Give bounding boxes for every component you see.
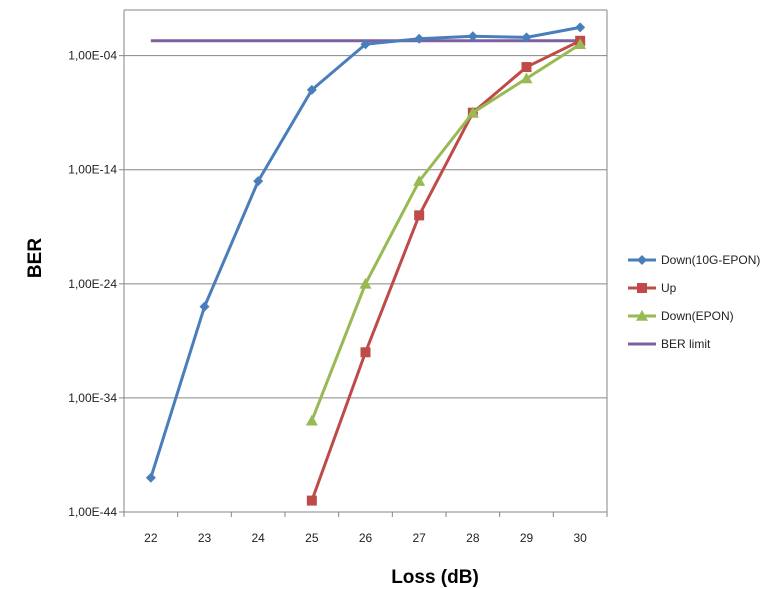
data-point-up	[414, 210, 425, 221]
data-point-down-epon	[413, 175, 426, 186]
series-down-epon	[305, 38, 587, 426]
data-point-down-10g-epon	[521, 32, 532, 43]
data-point-down-10g-epon	[467, 31, 478, 42]
data-point-down-epon	[466, 106, 479, 118]
legend-marker	[636, 310, 648, 321]
legend-label: Up	[661, 281, 677, 295]
legend-item-down-epon: Down(EPON)	[628, 309, 734, 323]
series-layer	[145, 22, 587, 506]
legend: Down(10G-EPON) Up Down(EPON) BER limit	[628, 253, 760, 351]
x-tick-label: 25	[305, 531, 319, 545]
x-tick-labels: 22 23 24 25 26 27 28 29 30	[123, 512, 608, 545]
y-tick-label: 1,00E-24	[68, 277, 117, 291]
data-point-down-epon	[574, 38, 587, 50]
x-tick-label: 23	[198, 531, 212, 545]
plot-area	[123, 9, 608, 513]
data-point-up	[360, 347, 371, 358]
data-point-up	[521, 62, 532, 73]
legend-marker	[637, 255, 647, 265]
data-point-down-10g-epon	[145, 472, 156, 483]
x-tick-label: 29	[520, 531, 534, 545]
y-axis-title: BER	[25, 238, 46, 278]
series-line-down-10g-epon	[149, 25, 581, 479]
data-point-down-10g-epon	[253, 176, 264, 187]
data-point-down-10g-epon	[306, 84, 317, 95]
y-tick-label: 1,00E-34	[68, 391, 117, 405]
x-tick-label: 30	[573, 531, 587, 545]
legend-item-up: Up	[628, 281, 677, 295]
legend-item-down-10g-epon: Down(10G-EPON)	[628, 253, 760, 267]
x-tick-label: 24	[251, 531, 265, 545]
data-point-up	[306, 495, 317, 506]
series-line-up	[310, 39, 581, 502]
x-tick-label: 28	[466, 531, 480, 545]
data-point-down-epon	[520, 72, 533, 84]
data-point-down-10g-epon	[199, 301, 210, 312]
series-up	[306, 35, 586, 506]
legend-label: BER limit	[661, 337, 711, 351]
legend-marker	[637, 283, 647, 293]
series-down-10g-epon	[145, 22, 586, 483]
y-tick-label: 1,00E-14	[68, 163, 117, 177]
x-tick-label: 22	[144, 531, 158, 545]
legend-label: Down(EPON)	[661, 309, 734, 323]
data-point-down-epon	[305, 414, 318, 426]
legend-item-ber-limit: BER limit	[628, 337, 711, 351]
data-point-down-10g-epon	[575, 22, 586, 33]
y-tick-label: 1,00E-04	[68, 49, 117, 63]
y-tick-label: 1,00E-44	[68, 505, 117, 519]
series-line-down-epon	[310, 42, 581, 422]
y-tick-labels: 1,00E-04 1,00E-14 1,00E-24 1,00E-34 1,00E-44	[68, 49, 124, 519]
x-axis-title: Loss (dB)	[391, 567, 479, 588]
x-tick-label: 27	[412, 531, 426, 545]
data-point-down-10g-epon	[414, 33, 425, 44]
x-tick-label: 26	[359, 531, 373, 545]
legend-label: Down(10G-EPON)	[661, 253, 760, 267]
data-point-down-10g-epon	[360, 39, 371, 50]
data-point-down-epon	[359, 277, 372, 289]
